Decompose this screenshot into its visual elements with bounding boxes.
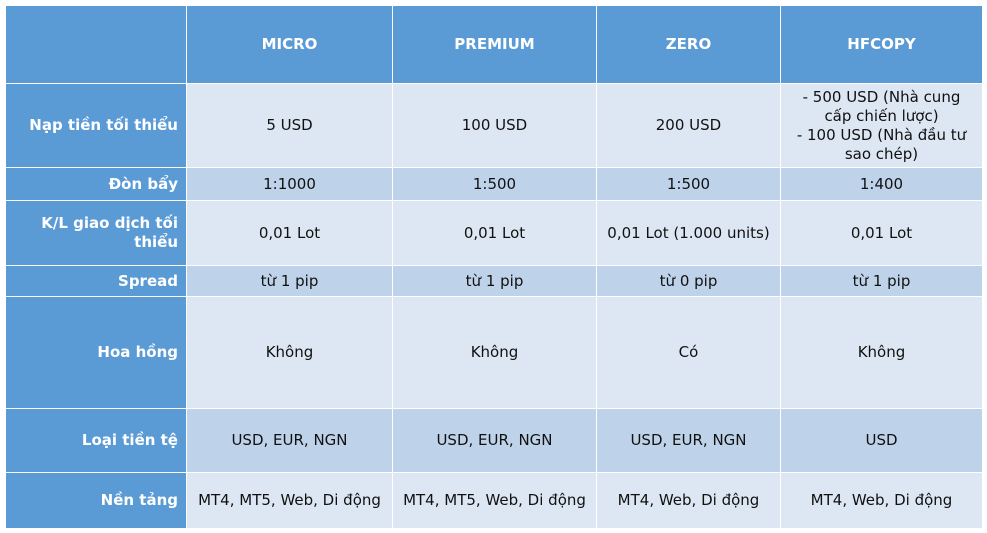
cell-min-deposit-micro: 5 USD (186, 83, 393, 168)
row-label-line: thiểu (134, 233, 178, 251)
row-label-commission: Hoa hồng (5, 296, 187, 409)
column-header-premium: PREMIUM (392, 5, 597, 84)
cell-min-deposit-premium: 100 USD (392, 83, 597, 168)
header-row: MICRO PREMIUM ZERO HFCOPY (5, 5, 983, 84)
cell-commission-premium: Không (392, 296, 597, 409)
cell-min-volume-micro: 0,01 Lot (186, 200, 393, 266)
cell-leverage-hfcopy: 1:400 (780, 167, 983, 201)
column-header-zero: ZERO (596, 5, 781, 84)
table-row-platform: Nền tảng MT4, MT5, Web, Di động MT4, MT5… (5, 472, 983, 529)
row-label-min-deposit: Nạp tiền tối thiểu (5, 83, 187, 168)
cell-currency-micro: USD, EUR, NGN (186, 408, 393, 473)
table-row-spread: Spread từ 1 pip từ 1 pip từ 0 pip từ 1 p… (5, 265, 983, 297)
hfcopy-deposit-line: - 100 USD (Nhà đầu tư (796, 125, 967, 144)
cell-min-volume-hfcopy: 0,01 Lot (780, 200, 983, 266)
cell-spread-hfcopy: từ 1 pip (780, 265, 983, 297)
row-label-currency: Loại tiền tệ (5, 408, 187, 473)
row-label-line: K/L giao dịch tối (41, 214, 178, 232)
table-row-currency: Loại tiền tệ USD, EUR, NGN USD, EUR, NGN… (5, 408, 983, 473)
hfcopy-deposit-line: - 500 USD (Nhà cung (802, 87, 961, 106)
hfcopy-deposit-line: sao chép) (844, 144, 919, 163)
column-header-hfcopy: HFCOPY (780, 5, 983, 84)
cell-min-deposit-zero: 200 USD (596, 83, 781, 168)
table-row-min-volume: K/L giao dịch tối thiểu 0,01 Lot 0,01 Lo… (5, 200, 983, 266)
cell-spread-premium: từ 1 pip (392, 265, 597, 297)
row-label-min-volume: K/L giao dịch tối thiểu (5, 200, 187, 266)
cell-leverage-zero: 1:500 (596, 167, 781, 201)
cell-commission-micro: Không (186, 296, 393, 409)
cell-currency-premium: USD, EUR, NGN (392, 408, 597, 473)
hfcopy-deposit-line: cấp chiến lược) (824, 106, 939, 125)
row-label-leverage: Đòn bẩy (5, 167, 187, 201)
cell-platform-hfcopy: MT4, Web, Di động (780, 472, 983, 529)
cell-currency-hfcopy: USD (780, 408, 983, 473)
cell-commission-zero: Có (596, 296, 781, 409)
table-row-commission: Hoa hồng Không Không Có Không (5, 296, 983, 409)
row-label-platform: Nền tảng (5, 472, 187, 529)
table-row-leverage: Đòn bẩy 1:1000 1:500 1:500 1:400 (5, 167, 983, 201)
cell-spread-zero: từ 0 pip (596, 265, 781, 297)
cell-spread-micro: từ 1 pip (186, 265, 393, 297)
cell-platform-zero: MT4, Web, Di động (596, 472, 781, 529)
cell-platform-micro: MT4, MT5, Web, Di động (186, 472, 393, 529)
row-label-spread: Spread (5, 265, 187, 297)
cell-min-volume-premium: 0,01 Lot (392, 200, 597, 266)
column-header-micro: MICRO (186, 5, 393, 84)
cell-leverage-premium: 1:500 (392, 167, 597, 201)
cell-min-volume-zero: 0,01 Lot (1.000 units) (596, 200, 781, 266)
cell-commission-hfcopy: Không (780, 296, 983, 409)
table-row-min-deposit: Nạp tiền tối thiểu 5 USD 100 USD 200 USD… (5, 83, 983, 168)
cell-platform-premium: MT4, MT5, Web, Di động (392, 472, 597, 529)
account-comparison-table: MICRO PREMIUM ZERO HFCOPY Nạp tiền tối t… (5, 5, 983, 529)
header-corner-cell (5, 5, 187, 84)
cell-min-deposit-hfcopy: - 500 USD (Nhà cung cấp chiến lược) - 10… (780, 83, 983, 168)
cell-currency-zero: USD, EUR, NGN (596, 408, 781, 473)
cell-leverage-micro: 1:1000 (186, 167, 393, 201)
